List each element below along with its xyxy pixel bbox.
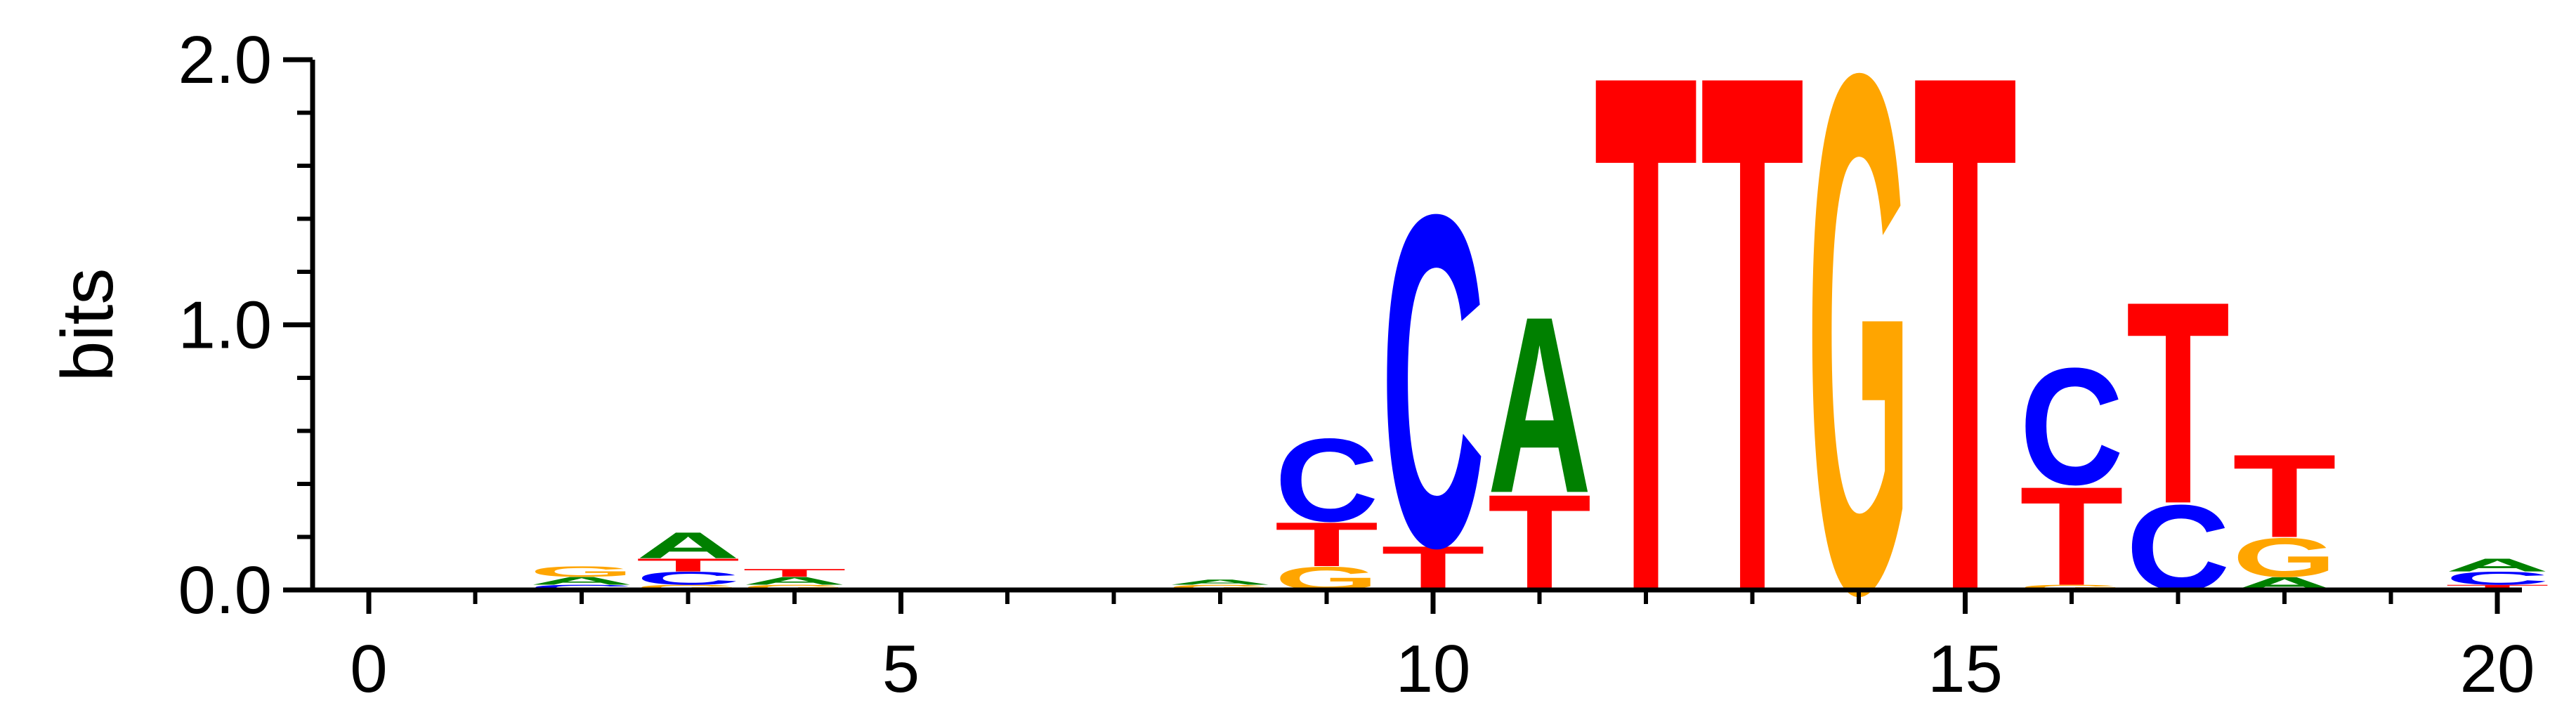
x-tick-label: 20 [2460,631,2535,707]
logo-letter-C-pos-16: C [2020,333,2124,519]
logo-letter-T-pos-18: T [2232,431,2336,563]
logo-letter-C-pos-10: C [1381,117,1485,646]
logo-letter-A-pos-3: A [636,525,740,566]
logo-letter-A-pos-4: A [743,575,846,587]
logo-letter-C-pos-20: C [2445,568,2549,589]
logo-letter-A-pos-8: A [1168,578,1272,586]
logo-letter-T-pos-12: T [1594,0,1698,722]
logo-letter-G-pos-2: G [530,563,634,580]
logo-letter-T-pos-17: T [2126,241,2230,565]
logo-letter-G-pos-16: G [2020,583,2124,591]
logo-letter-T-pos-9: T [1275,509,1379,579]
logo-letter-T-pos-13: T [1701,0,1805,722]
y-tick-label: 1.0 [178,288,272,363]
logo-letter-T-pos-3: T [636,555,740,576]
logo-letter-C-pos-9: C [1274,414,1378,546]
logo-letter-G-pos-4: G [743,583,846,591]
logo-letter-C-pos-3: C [636,568,740,589]
logo-letter-G-pos-3: G [636,583,740,591]
y-tick-label: 2.0 [178,22,272,98]
y-tick-label: 0.0 [178,553,272,628]
x-tick-label: 5 [882,631,920,707]
logo-letter-A-pos-2: A [530,575,634,587]
logo-letter-C-pos-2: C [530,583,634,591]
logo-letter-T-pos-4: T [743,567,846,579]
logo-letter-A-pos-20: A [2445,555,2549,575]
logo-letter-T-pos-20: T [2445,584,2549,592]
x-tick-label: 0 [350,631,387,707]
logo-letter-A-pos-11: A [1487,264,1591,545]
logo-letter-G-pos-14: G [1807,0,1911,722]
ticks: 0.0 1.0 2.0 0 5 10 15 20 [178,22,2535,707]
logo-letter-G-pos-18: G [2232,526,2336,588]
x-tick-label: 15 [1928,631,2003,707]
x-tick-label: 10 [1396,631,1471,707]
y-axis-label: bits [47,268,129,382]
logo-letter-G-pos-8: G [1168,583,1272,591]
